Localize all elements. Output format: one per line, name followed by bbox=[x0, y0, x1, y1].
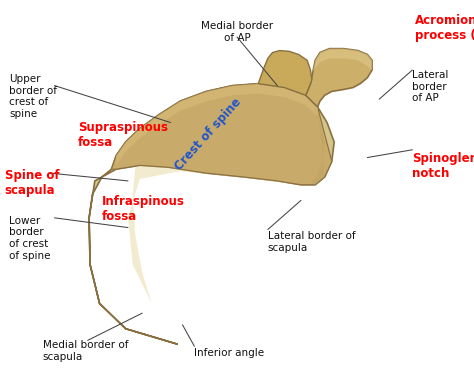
Polygon shape bbox=[310, 107, 325, 185]
Polygon shape bbox=[111, 84, 332, 185]
Text: Crest of spine: Crest of spine bbox=[173, 95, 244, 173]
Text: Medial border
of AP: Medial border of AP bbox=[201, 21, 273, 43]
Polygon shape bbox=[306, 49, 372, 107]
Polygon shape bbox=[89, 84, 334, 344]
Polygon shape bbox=[258, 51, 312, 95]
Text: Supraspinous
fossa: Supraspinous fossa bbox=[78, 121, 168, 149]
Text: Spinoglenoid
notch: Spinoglenoid notch bbox=[412, 152, 474, 180]
Text: Lower
border
of crest
of spine: Lower border of crest of spine bbox=[9, 216, 51, 261]
Polygon shape bbox=[128, 95, 327, 303]
Text: Lateral border of
scapula: Lateral border of scapula bbox=[268, 231, 356, 253]
Text: Upper
border of
crest of
spine: Upper border of crest of spine bbox=[9, 74, 57, 119]
Polygon shape bbox=[313, 49, 372, 72]
Text: Acromion
process (AP): Acromion process (AP) bbox=[415, 14, 474, 42]
Polygon shape bbox=[116, 84, 318, 165]
Text: Spine of
scapula: Spine of scapula bbox=[5, 169, 59, 197]
Text: Inferior angle: Inferior angle bbox=[194, 348, 264, 358]
Text: Infraspinous
fossa: Infraspinous fossa bbox=[102, 194, 185, 223]
Text: Medial border of
scapula: Medial border of scapula bbox=[43, 340, 128, 362]
Text: Lateral
border
of AP: Lateral border of AP bbox=[412, 70, 449, 103]
